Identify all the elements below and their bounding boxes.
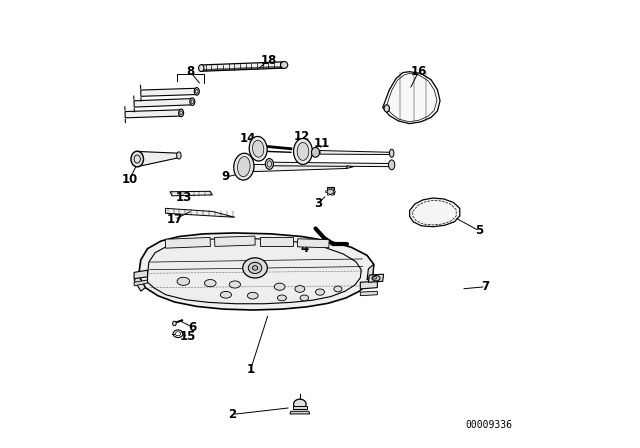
Ellipse shape (294, 399, 306, 409)
Ellipse shape (220, 291, 232, 298)
Polygon shape (139, 233, 374, 310)
Text: 11: 11 (314, 137, 330, 150)
Ellipse shape (384, 105, 390, 112)
Ellipse shape (327, 189, 333, 194)
Polygon shape (134, 99, 193, 107)
Ellipse shape (275, 283, 285, 290)
Polygon shape (290, 411, 310, 414)
Text: 15: 15 (180, 330, 196, 344)
Ellipse shape (229, 281, 241, 288)
Polygon shape (253, 164, 347, 172)
Ellipse shape (280, 61, 288, 69)
Ellipse shape (332, 188, 333, 190)
Text: 1: 1 (246, 363, 255, 376)
Ellipse shape (266, 159, 273, 169)
Ellipse shape (248, 263, 262, 273)
Polygon shape (170, 191, 212, 196)
Polygon shape (134, 270, 148, 279)
Polygon shape (360, 291, 378, 296)
Ellipse shape (177, 277, 189, 285)
Ellipse shape (316, 289, 324, 295)
Text: 9: 9 (222, 170, 230, 184)
Text: 2: 2 (228, 408, 237, 421)
Text: 7: 7 (482, 280, 490, 293)
Text: 17: 17 (166, 213, 182, 226)
Ellipse shape (173, 321, 176, 326)
Polygon shape (410, 198, 460, 227)
Polygon shape (260, 237, 293, 246)
Text: 10: 10 (122, 172, 138, 186)
Ellipse shape (334, 286, 342, 292)
Polygon shape (383, 72, 440, 124)
Text: 16: 16 (410, 65, 427, 78)
Polygon shape (148, 238, 361, 304)
Polygon shape (214, 236, 255, 246)
Text: 3: 3 (314, 197, 322, 211)
Polygon shape (360, 281, 378, 289)
Ellipse shape (234, 153, 254, 180)
Ellipse shape (243, 258, 268, 278)
Ellipse shape (249, 137, 267, 161)
Text: 8: 8 (186, 65, 194, 78)
Text: 14: 14 (240, 132, 257, 146)
Ellipse shape (190, 98, 195, 105)
Ellipse shape (325, 191, 328, 193)
Text: 18: 18 (260, 54, 276, 67)
Ellipse shape (312, 147, 319, 157)
Ellipse shape (327, 188, 330, 190)
Ellipse shape (389, 149, 394, 157)
Polygon shape (125, 110, 181, 118)
Polygon shape (293, 406, 307, 409)
Ellipse shape (195, 88, 199, 95)
Ellipse shape (278, 295, 287, 301)
Ellipse shape (300, 295, 308, 301)
Polygon shape (165, 237, 211, 248)
Polygon shape (298, 239, 329, 248)
Ellipse shape (327, 194, 330, 195)
Polygon shape (367, 264, 374, 280)
Polygon shape (134, 280, 148, 286)
Text: 5: 5 (475, 224, 483, 237)
Text: 12: 12 (294, 130, 310, 143)
Polygon shape (320, 151, 392, 155)
Polygon shape (165, 208, 235, 217)
Polygon shape (141, 88, 197, 96)
Text: 00009336: 00009336 (466, 420, 513, 430)
Polygon shape (269, 162, 392, 167)
Ellipse shape (294, 138, 312, 164)
Polygon shape (347, 166, 353, 168)
Text: 4: 4 (300, 242, 308, 255)
Polygon shape (202, 62, 284, 71)
Polygon shape (327, 187, 334, 194)
Text: 13: 13 (175, 190, 191, 204)
Ellipse shape (372, 276, 380, 281)
Ellipse shape (248, 292, 258, 299)
Ellipse shape (179, 109, 184, 116)
Ellipse shape (333, 191, 335, 193)
Polygon shape (134, 276, 145, 291)
Ellipse shape (332, 194, 333, 195)
Ellipse shape (295, 286, 305, 293)
Ellipse shape (388, 160, 395, 170)
Ellipse shape (252, 266, 258, 270)
Ellipse shape (131, 151, 143, 167)
Ellipse shape (297, 142, 309, 160)
Polygon shape (137, 151, 179, 167)
Ellipse shape (177, 152, 181, 159)
Polygon shape (369, 274, 383, 282)
Ellipse shape (198, 65, 204, 72)
Ellipse shape (253, 140, 264, 157)
Ellipse shape (237, 157, 250, 177)
Text: 6: 6 (188, 320, 196, 334)
Ellipse shape (204, 280, 216, 287)
